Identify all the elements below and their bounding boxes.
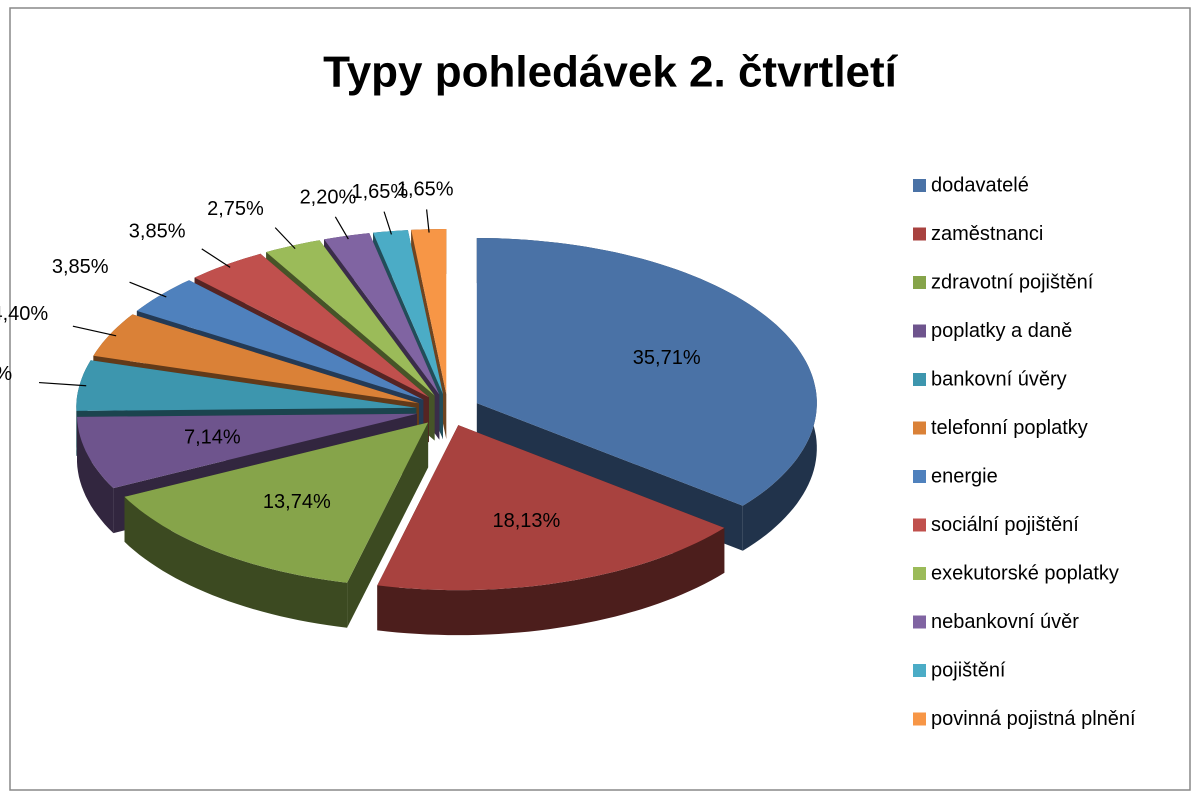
legend-label: telefonní poplatky: [931, 417, 1088, 439]
slice: [194, 253, 429, 398]
slice: [377, 425, 725, 591]
legend-label: energie: [931, 465, 998, 487]
legend-swatch: [913, 373, 926, 386]
leader-line: [383, 211, 393, 235]
legend-label: zdravotní pojištění: [931, 271, 1094, 293]
legend-swatch: [913, 276, 926, 289]
data-label: 1,65%: [352, 181, 409, 203]
legend-swatch: [913, 421, 926, 435]
leader-line: [426, 209, 430, 233]
slice-side: [124, 496, 348, 628]
chart-title: Typy pohledávek 2. čtvrtletí: [323, 48, 899, 97]
leader-line: [201, 248, 231, 268]
data-label: 13,74%: [263, 491, 331, 513]
pie: [76, 229, 817, 636]
slice: [93, 314, 419, 404]
slice: [373, 230, 443, 395]
legend-swatch: [913, 712, 926, 726]
leader-line: [274, 227, 296, 250]
legend-swatch: [913, 518, 926, 532]
slice: [411, 229, 447, 394]
data-label: 3,85%: [52, 256, 109, 278]
legend-swatch: [913, 179, 926, 192]
data-label: 2,20%: [300, 186, 357, 208]
legend-label: pojištění: [931, 659, 1006, 681]
slice: [136, 280, 424, 400]
slice-group: [377, 425, 725, 636]
slice: [124, 422, 429, 583]
slice: [77, 413, 417, 489]
slice: [266, 240, 435, 396]
legend-swatch: [913, 567, 926, 580]
leader-line: [39, 381, 87, 387]
data-label: 7,14%: [184, 427, 241, 449]
legend-label: dodavatelé: [931, 174, 1029, 196]
legend-label: exekutorské poplatky: [931, 562, 1119, 584]
legend-label: povinná pojistná plnění: [931, 708, 1136, 730]
leader-line: [72, 325, 117, 337]
slice-side: [377, 527, 725, 636]
leader-line: [129, 281, 167, 298]
data-label: 1,65%: [397, 179, 454, 201]
data-label: 4,95%: [0, 363, 12, 385]
legend-label: nebankovní úvěr: [931, 611, 1079, 633]
slice: [324, 233, 440, 395]
legend-label: poplatky a daně: [931, 320, 1072, 342]
legend-swatch: [913, 324, 926, 338]
slice: [476, 238, 817, 506]
legend-label: zaměstnanci: [931, 223, 1043, 245]
legend-label: bankovní úvěry: [931, 368, 1067, 390]
data-label: 18,13%: [492, 510, 560, 532]
legend-swatch: [913, 664, 926, 677]
slice: [76, 360, 417, 411]
legend-swatch: [913, 470, 926, 483]
slice-side: [77, 416, 114, 534]
slice-group: [124, 422, 429, 628]
data-label: 2,75%: [207, 198, 264, 220]
data-label: 4,40%: [0, 303, 48, 325]
legend-label: sociální pojištění: [931, 514, 1079, 536]
leader-line: [334, 216, 349, 240]
data-label: 35,71%: [633, 347, 701, 369]
legend-swatch: [913, 227, 926, 241]
data-label: 3,85%: [129, 221, 186, 243]
legend-swatch: [913, 615, 926, 629]
slice-side: [347, 422, 429, 628]
